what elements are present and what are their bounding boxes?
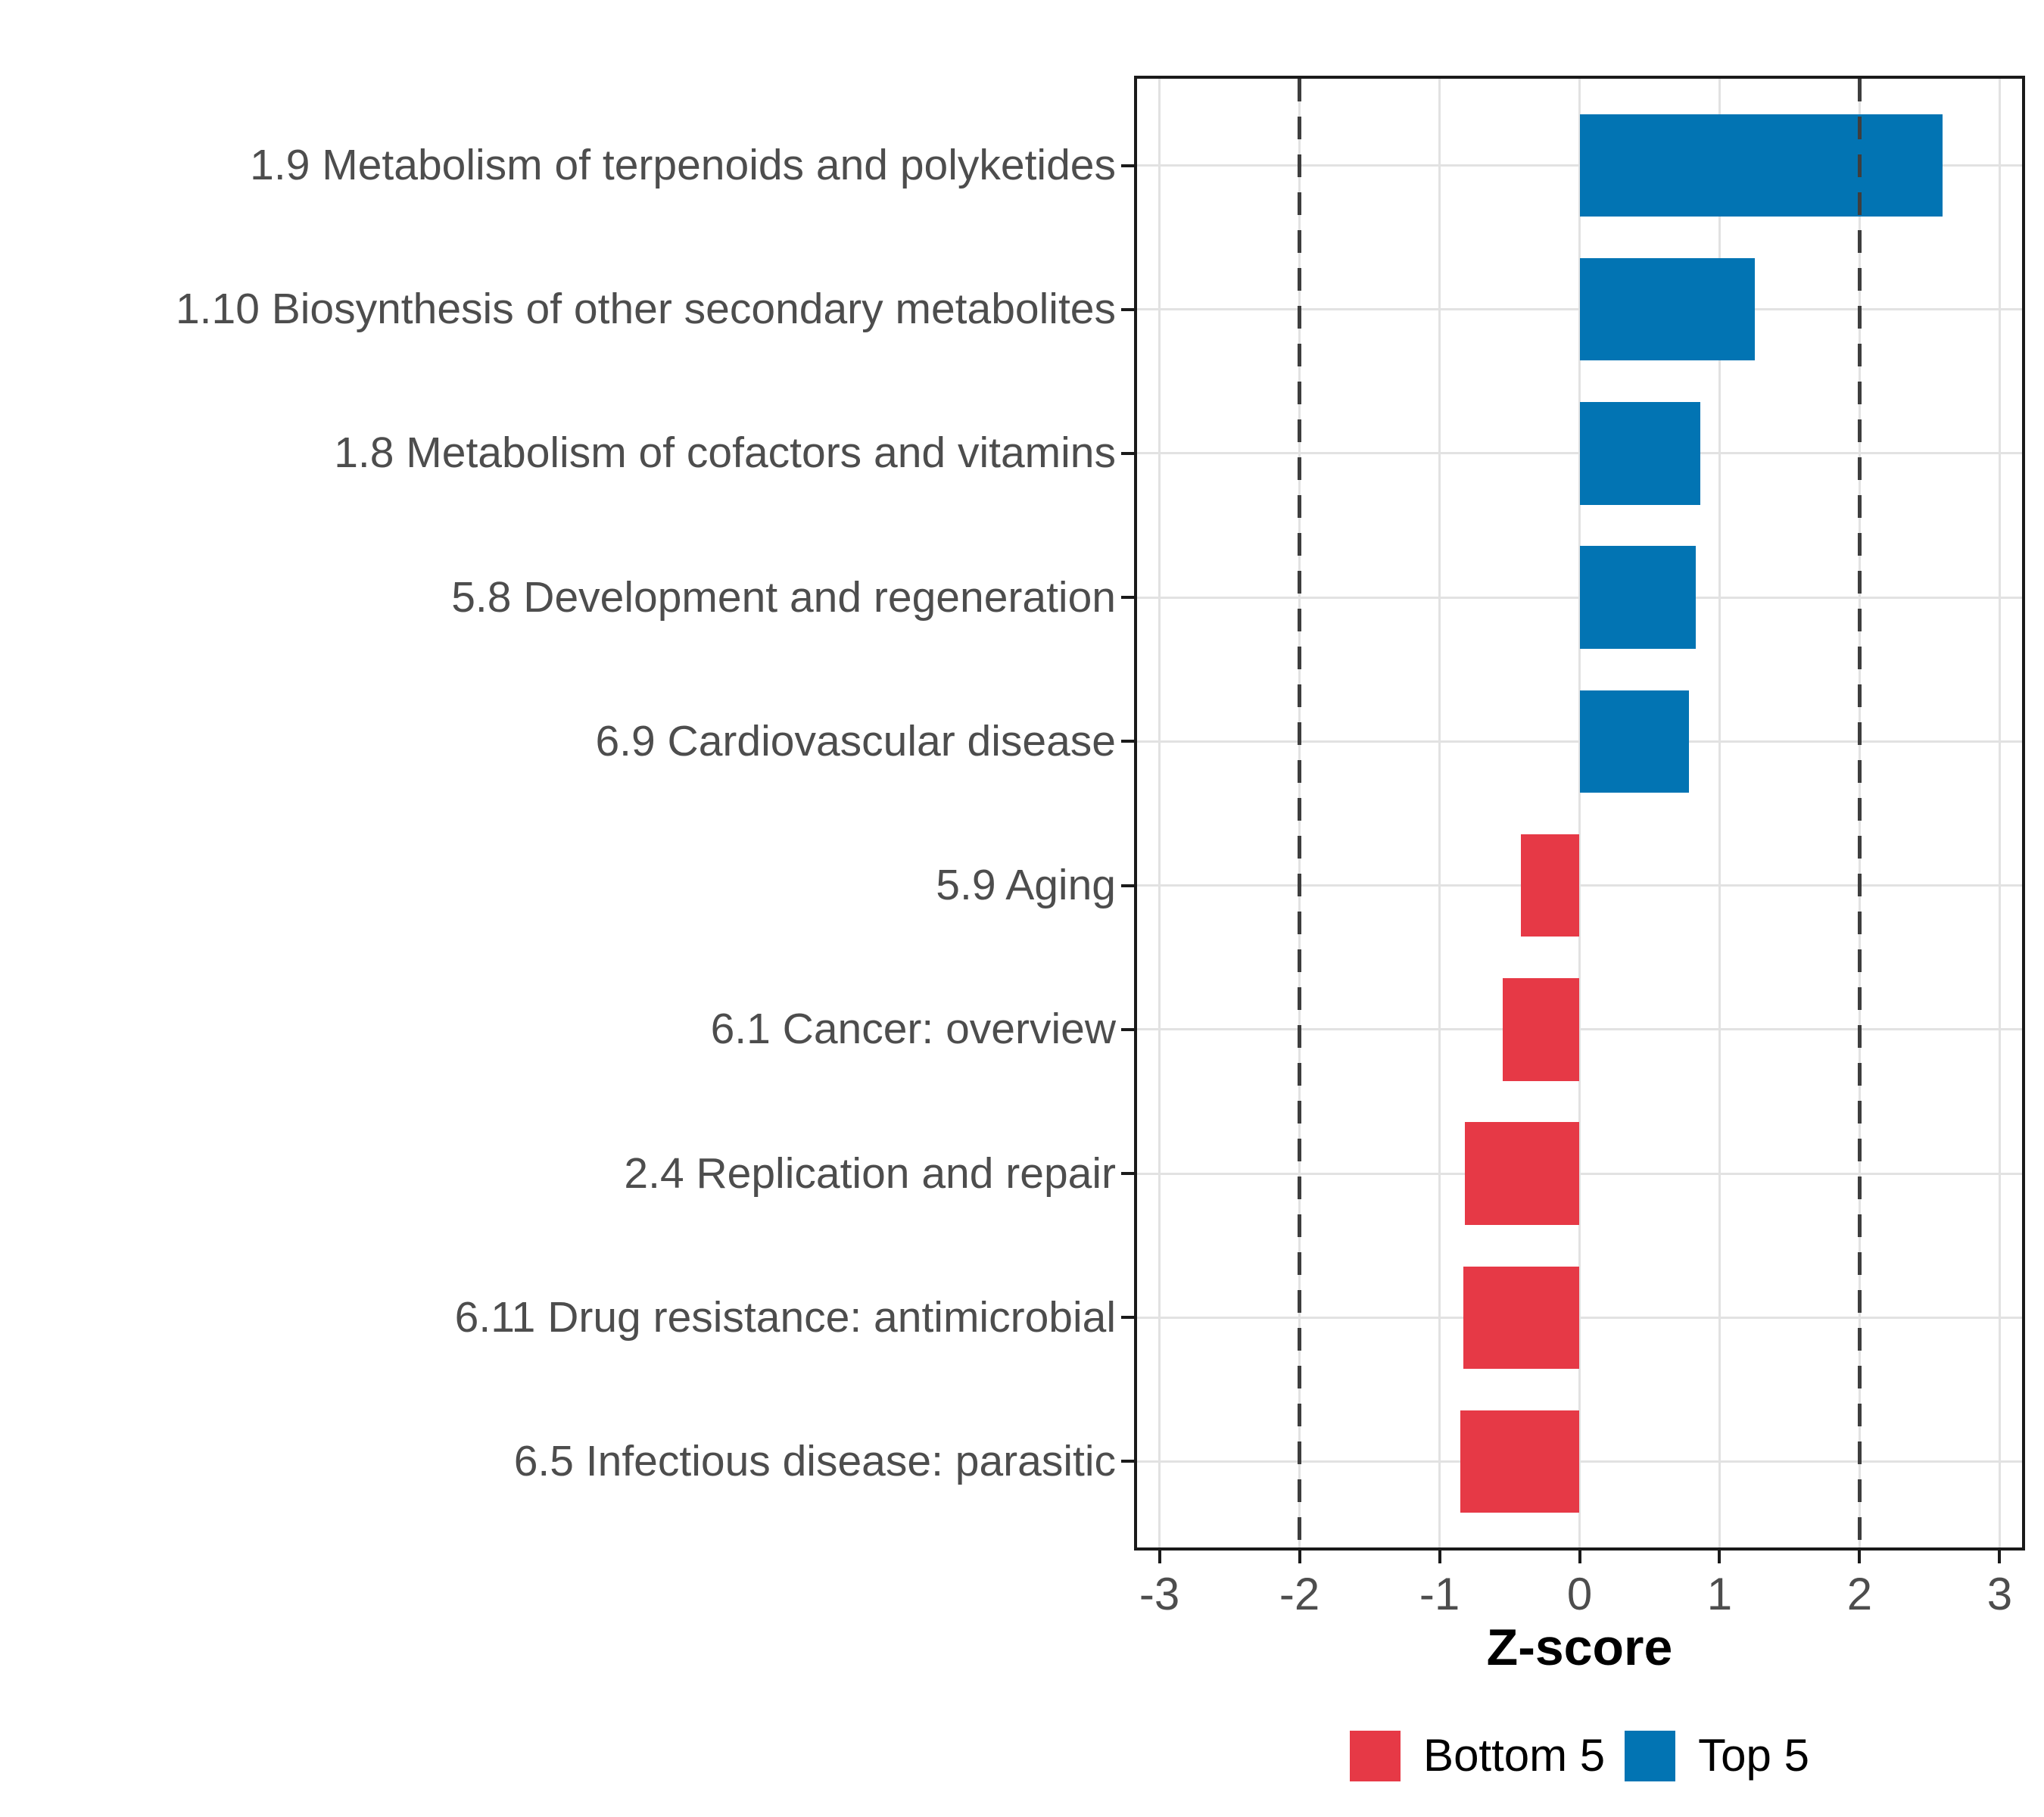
y-axis-tick xyxy=(1121,884,1134,887)
y-axis-tick xyxy=(1121,1172,1134,1176)
x-axis-tick xyxy=(1298,1551,1301,1563)
reference-line xyxy=(1298,79,1302,1547)
y-axis-label: 6.9 Cardiovascular disease xyxy=(595,716,1116,765)
legend-label-top5: Top 5 xyxy=(1698,1730,1809,1781)
reference-line xyxy=(1857,79,1862,1547)
x-gridline xyxy=(1158,79,1161,1547)
y-gridline xyxy=(1137,1028,2022,1031)
y-axis-label: 5.8 Development and regeneration xyxy=(451,572,1116,622)
bar-7 xyxy=(1502,978,1580,1081)
y-gridline xyxy=(1137,1316,2022,1319)
y-axis-label: 2.4 Replication and repair xyxy=(624,1148,1116,1198)
x-axis-label: 3 xyxy=(1986,1569,2013,1619)
x-axis-label: -2 xyxy=(1279,1569,1320,1619)
y-axis-label: 6.5 Infectious disease: parasitic xyxy=(513,1436,1116,1485)
bar-9 xyxy=(1463,1266,1580,1369)
bar-6 xyxy=(1520,834,1580,937)
bar-10 xyxy=(1460,1410,1580,1513)
x-axis-label: -1 xyxy=(1419,1569,1460,1619)
bar-8 xyxy=(1464,1122,1580,1225)
x-axis-label: 2 xyxy=(1846,1569,1873,1619)
x-axis-tick xyxy=(1578,1551,1581,1563)
y-axis-tick xyxy=(1121,1316,1134,1320)
x-axis-title: Z-score xyxy=(1486,1619,1673,1676)
legend: Bottom 5 Top 5 xyxy=(1134,1729,2025,1782)
x-gridline xyxy=(1578,79,1581,1547)
legend-swatch-bottom5 xyxy=(1350,1730,1401,1781)
x-axis-tick xyxy=(1858,1551,1862,1563)
y-axis-label: 6.11 Drug resistance: antimicrobial xyxy=(454,1292,1116,1342)
y-axis-tick xyxy=(1121,164,1134,167)
y-gridline xyxy=(1137,884,2022,887)
y-axis-label: 1.9 Metabolism of terpenoids and polyket… xyxy=(250,141,1116,190)
y-axis-tick xyxy=(1121,596,1134,600)
y-axis-label: 5.9 Aging xyxy=(936,861,1116,910)
x-axis-label: 0 xyxy=(1566,1569,1593,1619)
y-axis-tick xyxy=(1121,1460,1134,1463)
x-axis-tick xyxy=(1438,1551,1441,1563)
bar-5 xyxy=(1579,690,1689,793)
x-gridline xyxy=(1718,79,1721,1547)
y-axis-tick xyxy=(1121,1027,1134,1031)
x-axis-label: 1 xyxy=(1706,1569,1733,1619)
bar-1 xyxy=(1579,114,1943,217)
y-gridline xyxy=(1137,1460,2022,1463)
legend-swatch-top5 xyxy=(1625,1730,1676,1781)
y-axis-tick xyxy=(1121,451,1134,455)
bar-2 xyxy=(1579,258,1755,361)
plot-area xyxy=(1134,76,2025,1551)
y-axis-label: 6.1 Cancer: overview xyxy=(710,1005,1116,1054)
legend-item-bottom5: Bottom 5 xyxy=(1350,1730,1606,1781)
x-axis-tick xyxy=(1718,1551,1722,1563)
y-axis-tick xyxy=(1121,740,1134,743)
y-gridline xyxy=(1137,1172,2022,1175)
x-axis-tick xyxy=(1998,1551,2002,1563)
bar-3 xyxy=(1579,402,1700,505)
y-axis-tick xyxy=(1121,307,1134,311)
legend-label-bottom5: Bottom 5 xyxy=(1423,1730,1606,1781)
y-axis-label: 1.10 Biosynthesis of other secondary met… xyxy=(175,285,1116,334)
y-axis-label: 1.8 Metabolism of cofactors and vitamins xyxy=(334,429,1116,478)
x-axis-tick xyxy=(1158,1551,1161,1563)
x-gridline xyxy=(1998,79,2001,1547)
bar-4 xyxy=(1579,546,1697,649)
x-axis-label: -3 xyxy=(1139,1569,1180,1619)
legend-item-top5: Top 5 xyxy=(1625,1730,1809,1781)
x-gridline xyxy=(1438,79,1441,1547)
